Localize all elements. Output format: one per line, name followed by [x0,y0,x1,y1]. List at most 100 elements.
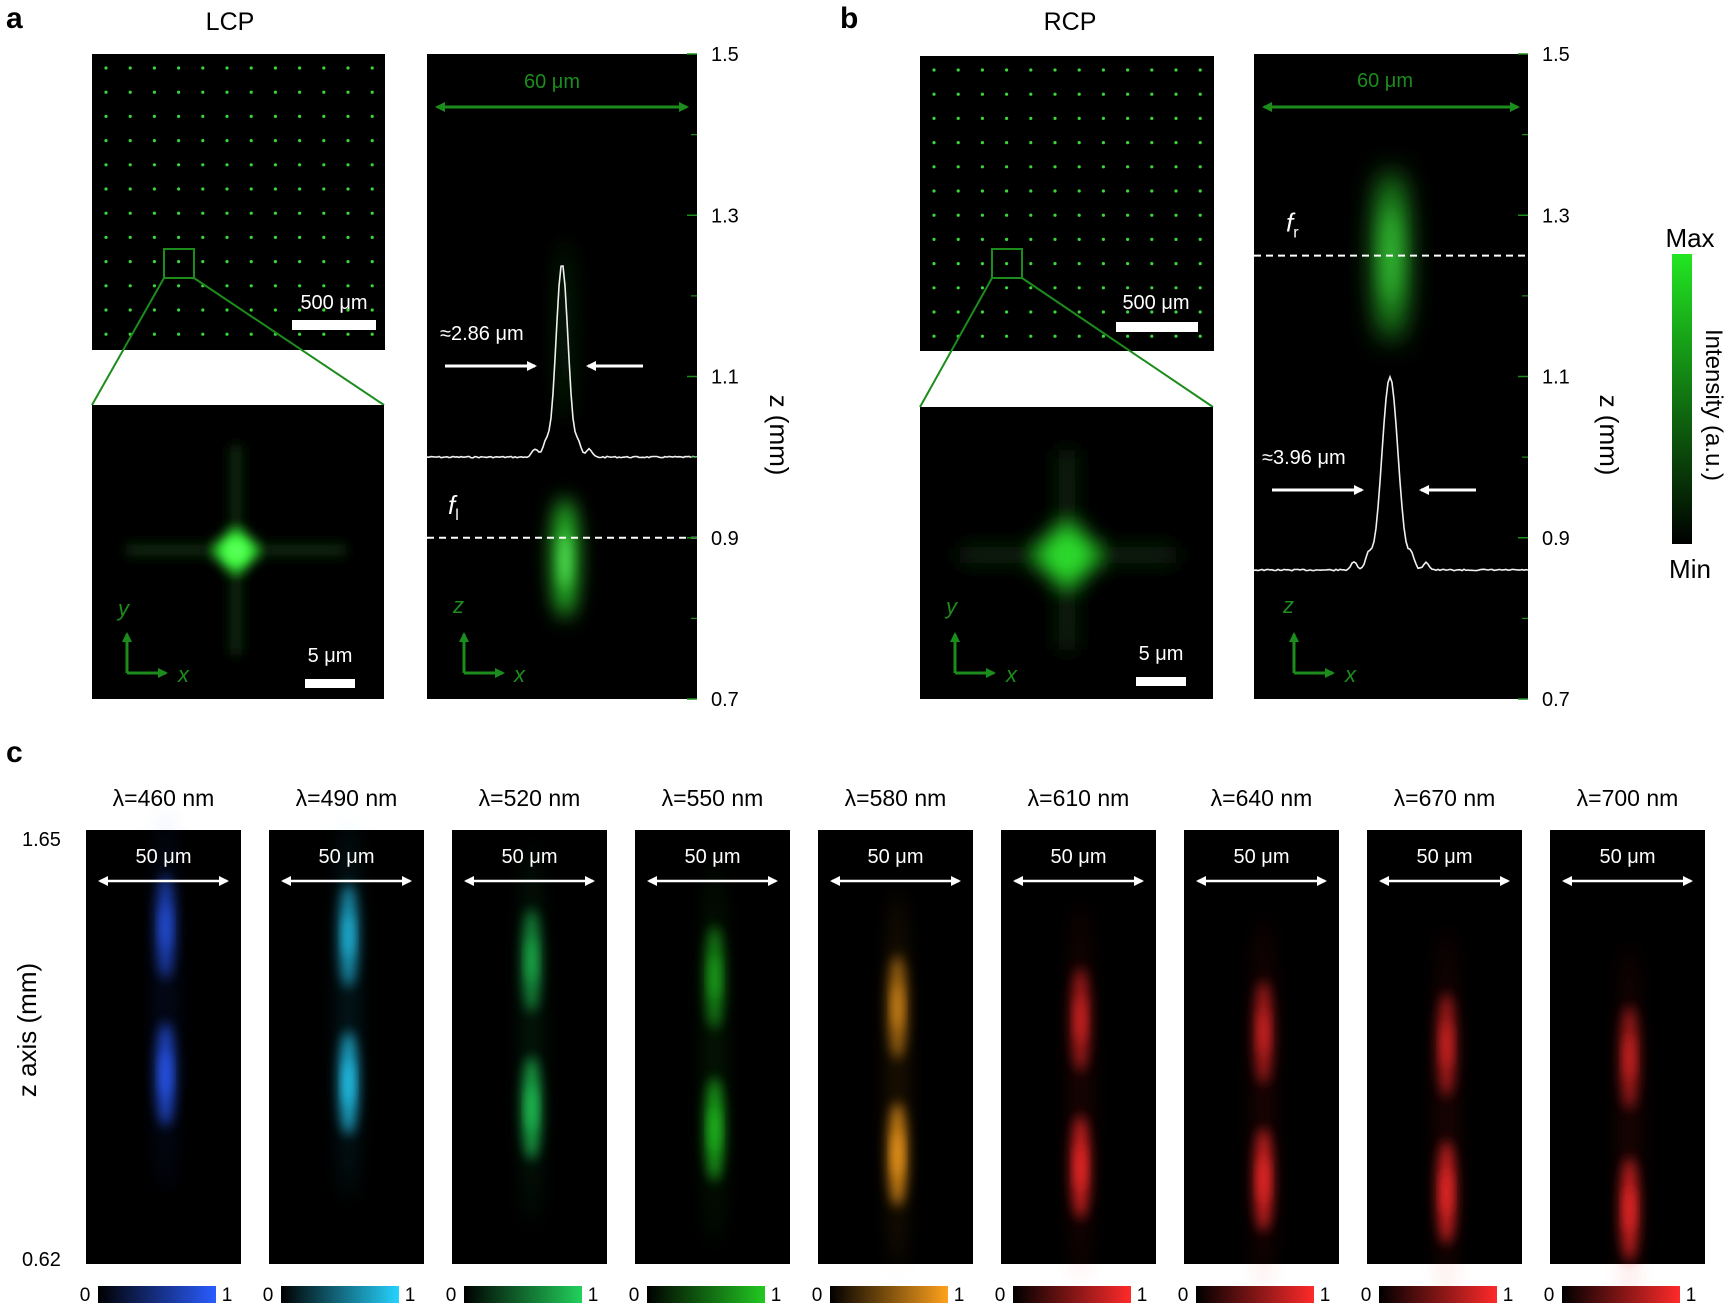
wavelength-colorbar [281,1286,399,1303]
wavelength-colorbar [98,1286,216,1303]
lens-dot [104,90,108,94]
z-tick-label: 0.7 [1542,689,1570,711]
lens-dot [1005,165,1009,169]
lens-dot [322,187,326,191]
wavelength-colorbar [1379,1286,1497,1303]
colorbar-max: 1 [222,1285,233,1303]
lens-dot [152,308,156,312]
zoom-scale-label-a: 5 μm [308,645,353,667]
lens-dot [980,189,985,193]
colorbar-max-label: Max [1665,223,1714,253]
array-scale-label-a: 500 μm [300,292,367,314]
colorbar-max: 1 [771,1285,782,1303]
lens-dot [1150,334,1154,338]
lens-dot [1053,262,1057,266]
lens-dot [128,284,132,288]
lens-dot [1077,116,1081,120]
lens-dot [104,332,108,336]
lens-dot [1077,141,1081,145]
lens-dot [346,114,350,118]
lens-dot [1005,68,1009,72]
lens-array-image-b: 500 μm [920,56,1214,351]
lens-dot [152,284,156,288]
lens-dot [980,262,985,266]
lens-dot [1198,141,1202,145]
lens-dot [980,141,985,145]
colorbar-min: 0 [446,1285,457,1303]
colorbar-min: 0 [629,1285,640,1303]
lens-dot [1005,334,1009,338]
lens-dot [1005,262,1009,266]
array-scale-bar-a [292,320,376,330]
lens-dot [346,187,350,191]
z-tick-label: 1.3 [1542,205,1570,227]
lens-dot [1174,68,1178,72]
axis-x2-label-a: x [513,662,526,687]
lens-dot [980,334,985,338]
wavelength-panel: λ=490 nm 50 μm 0 1 [263,785,424,1303]
lens-array-image-a: 500 μm [92,54,385,350]
lens-dot [370,187,374,191]
wavelength-label: λ=460 nm [113,785,215,811]
beam-glow [1070,903,1091,1284]
lens-dot [104,260,108,264]
lens-dot [1198,310,1202,314]
lens-dot [932,116,936,120]
colorbar-min: 0 [995,1285,1006,1303]
lens-dot [322,114,326,118]
lens-dot [298,284,302,288]
lens-dot [298,332,302,336]
lens-array-dots-b [932,68,1202,338]
lens-dot [104,284,108,288]
lens-dot [201,90,205,94]
lens-dot [201,139,205,143]
lens-dot [1101,262,1105,266]
lens-dot [1077,165,1081,169]
lens-dot [322,260,326,264]
lens-dot [1053,141,1057,145]
lens-dot [128,163,132,167]
axis-x-label-a: x [177,662,190,687]
lens-dot [1174,237,1178,241]
z-ticks-b: 1.5 1.3 1.1 0.9 0.7 [1518,44,1570,711]
intensity-colorbar: Max Min Intensity (a.u.) [1665,223,1727,584]
lens-dot [273,187,277,191]
lens-dot [1174,92,1178,96]
lens-dot [177,163,181,167]
lens-dot [1101,68,1105,72]
lens-dot [1174,286,1178,290]
lens-dot [249,66,253,70]
lens-dot [980,286,985,290]
lens-dot [1101,165,1105,169]
lens-dot [152,211,156,215]
beam-glow [521,844,542,1225]
lens-dot [1077,213,1081,217]
lens-dot [225,66,229,70]
lens-dot [104,235,108,239]
lens-dot [249,114,253,118]
width-label: 50 μm [1417,846,1473,868]
wavelength-colorbar [1562,1286,1680,1303]
beam-glow [1253,915,1274,1296]
colorbar-max: 1 [1686,1285,1697,1303]
lens-dot [225,211,229,215]
lens-dot [1005,213,1009,217]
colorbar-max: 1 [954,1285,965,1303]
focal-core [528,938,535,983]
lens-dot [1101,116,1105,120]
lens-dot [1126,92,1130,96]
lens-dot [346,332,350,336]
lens-dot [932,286,936,290]
lens-dot [177,235,181,239]
lens-dot [177,139,181,143]
lens-dot [249,235,253,239]
lens-dot [104,211,108,215]
wavelength-label: λ=490 nm [296,785,398,811]
lens-dot [1101,213,1105,217]
lens-dot [322,90,326,94]
lens-dot [980,310,985,314]
lens-dot [104,114,108,118]
lens-dot [298,260,302,264]
lens-dot [1198,189,1202,193]
lens-dot [152,235,156,239]
